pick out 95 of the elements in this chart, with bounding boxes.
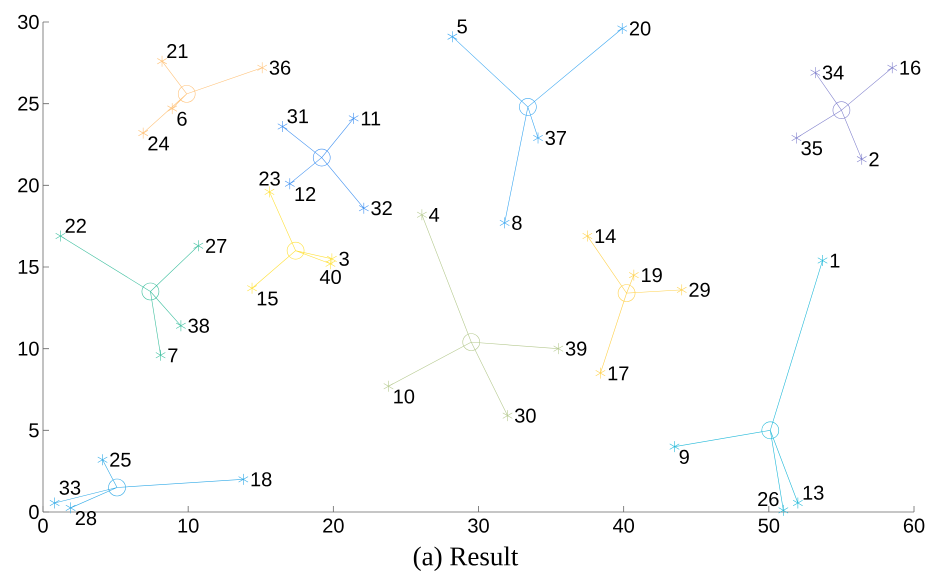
- point: [246, 282, 258, 294]
- point: [358, 202, 369, 214]
- annotation: 10: [394, 389, 414, 404]
- text: (a) Result: [414, 546, 518, 572]
- y-tick-label: 5: [29, 423, 39, 438]
- annotation: 13: [804, 486, 824, 500]
- point: [257, 62, 268, 74]
- y-tick-label: 30: [18, 14, 39, 30]
- y-tick-label: 25: [18, 96, 39, 111]
- point: [156, 55, 168, 67]
- point: [676, 284, 687, 296]
- annotation: 15: [258, 292, 278, 306]
- point: [553, 342, 564, 354]
- annotation: 29: [689, 282, 710, 297]
- y-tick-label: 20: [18, 178, 39, 192]
- x-tick-label: 20: [323, 518, 344, 533]
- point: [532, 132, 544, 144]
- point: [582, 230, 592, 242]
- point: [284, 178, 295, 190]
- point: [778, 504, 788, 516]
- annotation: 12: [296, 187, 316, 201]
- annotation: 36: [270, 60, 290, 75]
- annotation: 6: [177, 112, 187, 126]
- x-tick-label: 30: [468, 518, 489, 533]
- annotation: 28: [76, 511, 96, 526]
- point: [97, 454, 108, 466]
- point: [348, 112, 359, 124]
- point: [447, 30, 458, 42]
- annotation: 3: [339, 252, 349, 266]
- annotation: 34: [822, 66, 844, 80]
- y-tick-label: 15: [18, 260, 39, 274]
- y-tick-label: 10: [18, 342, 39, 356]
- point: [264, 186, 275, 198]
- point: [595, 367, 606, 379]
- annotation: 7: [168, 348, 178, 362]
- point: [156, 349, 166, 361]
- annotation: 9: [680, 450, 689, 464]
- annotation: 26: [758, 492, 779, 506]
- annotation: 27: [206, 238, 226, 253]
- y-tick-label: 0: [29, 504, 39, 520]
- annotation: 1: [830, 254, 840, 268]
- annotation: 38: [188, 318, 209, 333]
- x-tick-label: 0: [38, 518, 48, 533]
- point: [791, 132, 802, 144]
- point: [617, 22, 628, 34]
- point: [416, 208, 427, 221]
- annotation: 20: [630, 21, 650, 36]
- annotation: 16: [900, 60, 920, 75]
- annotation: 18: [252, 472, 272, 486]
- point: [887, 62, 898, 74]
- point: [176, 320, 186, 332]
- annotation: 37: [545, 130, 566, 146]
- annotation: 19: [642, 268, 662, 282]
- annotation: 24: [148, 136, 170, 150]
- point: [856, 153, 867, 165]
- annotation: 39: [566, 342, 586, 356]
- point: [66, 502, 76, 514]
- point: [792, 497, 803, 509]
- x-tick-label: 10: [178, 518, 199, 533]
- annotation: 25: [110, 452, 131, 467]
- point: [325, 258, 336, 270]
- annotation: 22: [66, 218, 86, 233]
- annotation: 33: [60, 480, 80, 495]
- annotation: 35: [801, 141, 822, 156]
- point: [138, 127, 148, 139]
- point: [238, 474, 248, 486]
- point: [193, 240, 204, 252]
- annotation: 31: [287, 109, 308, 124]
- point: [383, 380, 394, 392]
- point: [326, 253, 337, 265]
- annotation: 8: [512, 216, 522, 230]
- annotation: 17: [608, 366, 628, 380]
- annotation: 2: [869, 152, 879, 166]
- point: [669, 440, 680, 452]
- x-tick-label: 60: [904, 518, 924, 533]
- point: [502, 410, 513, 422]
- annotation: 23: [259, 172, 280, 186]
- x-tick-label: 40: [613, 518, 634, 533]
- point: [167, 102, 178, 114]
- annotation: 14: [596, 229, 616, 244]
- annotation: 21: [167, 44, 188, 58]
- point: [810, 66, 820, 78]
- annotation: 4: [429, 208, 440, 222]
- annotation: 40: [320, 270, 341, 284]
- point: [55, 230, 66, 242]
- point: [500, 217, 510, 229]
- annotation: 32: [371, 201, 392, 216]
- annotation: 5: [457, 20, 467, 34]
- point: [817, 254, 828, 266]
- annotation: 30: [515, 408, 536, 423]
- point: [628, 269, 639, 281]
- point: [277, 120, 288, 132]
- point: [50, 497, 60, 509]
- x-tick-label: 50: [758, 518, 780, 533]
- annotation: 11: [362, 112, 380, 126]
